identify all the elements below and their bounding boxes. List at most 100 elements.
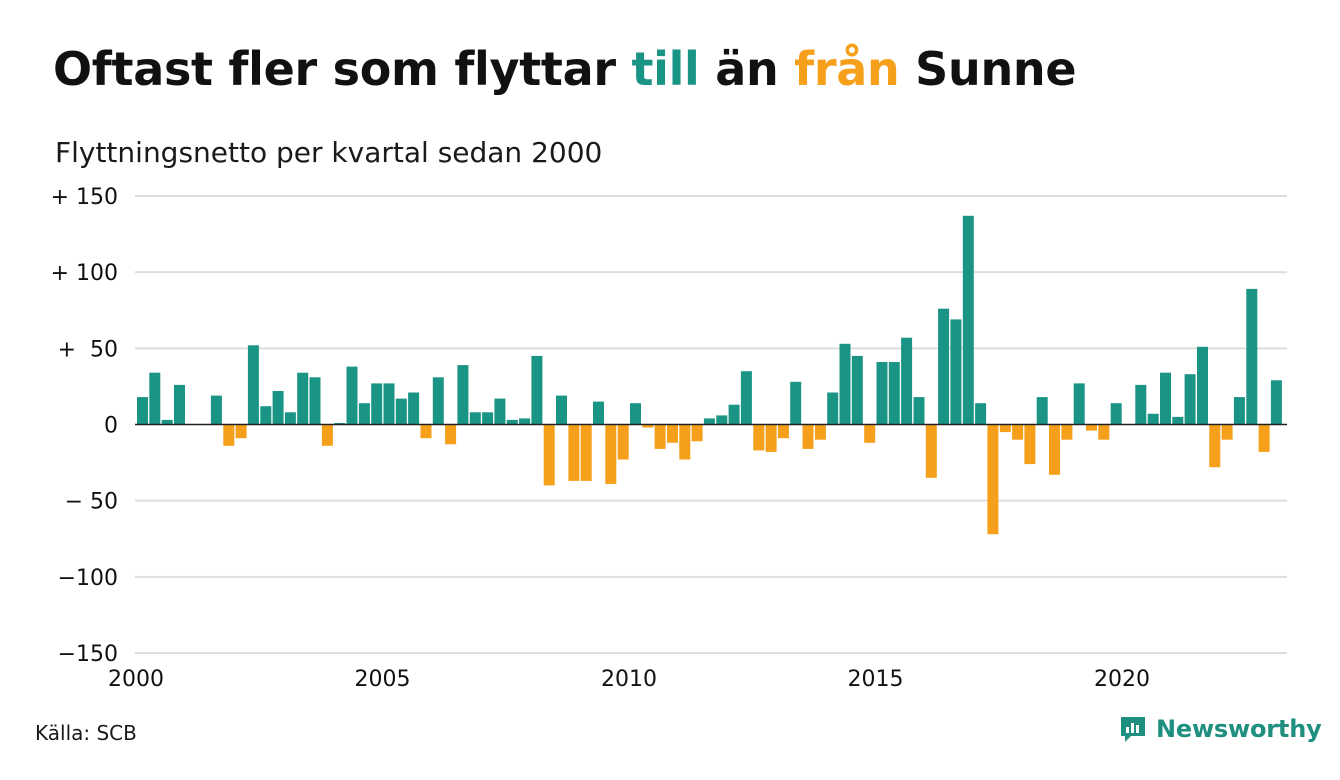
bar [420, 424, 432, 439]
bar [445, 424, 457, 445]
bar [210, 395, 222, 425]
bar [667, 424, 678, 443]
bar [309, 377, 321, 425]
x-tick-label: 2010 [601, 667, 657, 692]
bar [938, 308, 950, 425]
y-tick-label: −150 [58, 642, 118, 667]
bar [1270, 380, 1282, 425]
bar [149, 372, 161, 425]
bar [519, 418, 531, 425]
bar [630, 403, 641, 425]
bar [839, 343, 851, 425]
y-tick-label: + 50 [58, 337, 118, 362]
bar [408, 392, 420, 425]
bar [925, 424, 937, 478]
bar [137, 397, 148, 425]
bar [691, 424, 703, 442]
bar [728, 404, 740, 425]
bar [1172, 416, 1184, 425]
bar [876, 362, 888, 425]
newsworthy-icon [1121, 717, 1145, 742]
bar [790, 381, 802, 425]
bar [913, 397, 925, 425]
bar [161, 419, 173, 425]
bar [975, 403, 987, 425]
chart-subtitle: Flyttningsnetto per kvartal sedan 2000 [55, 136, 603, 169]
bar [1086, 424, 1097, 431]
bar [1036, 397, 1048, 425]
chart-title: Oftast fler som flyttar till än från Sun… [53, 42, 1077, 96]
bar [679, 424, 691, 460]
title-highlight-in: till [631, 42, 700, 96]
bar [247, 345, 259, 425]
newsworthy-logo: Newsworthy [1118, 714, 1322, 744]
bar [1024, 424, 1036, 465]
bar [1098, 424, 1110, 440]
brand-name: Newsworthy [1156, 715, 1322, 743]
bar [740, 371, 752, 425]
bar [457, 365, 469, 425]
bar [556, 395, 567, 425]
source-note: Källa: SCB [35, 721, 137, 745]
x-tick-label: 2020 [1094, 667, 1150, 692]
bar [962, 215, 974, 425]
bar [901, 337, 913, 425]
y-tick-label: 0 [104, 414, 118, 439]
x-tick-label: 2015 [848, 667, 904, 692]
bar [654, 424, 666, 449]
bar [543, 424, 555, 486]
y-axis-ticks: + 150 + 100 + 50 0 − 50 −100 −150 [51, 185, 118, 667]
x-axis-ticks: 2000 2005 2010 2015 2020 [108, 667, 1150, 692]
bar [284, 412, 296, 425]
bar [1221, 424, 1233, 440]
bar [223, 424, 235, 446]
bar [1049, 424, 1060, 475]
grid-lines [135, 195, 1287, 654]
bar [506, 419, 518, 425]
bar [1233, 397, 1245, 425]
y-tick-label: −100 [58, 566, 118, 591]
bar [568, 424, 580, 481]
bar [777, 424, 789, 439]
bar [1258, 424, 1270, 452]
x-tick-label: 2000 [108, 667, 164, 692]
bar [999, 424, 1011, 433]
y-tick-label: + 150 [51, 185, 118, 210]
bar [482, 412, 494, 425]
bar [851, 355, 863, 425]
bar [605, 424, 617, 484]
bar [987, 424, 999, 535]
bar [395, 398, 407, 425]
bar [272, 391, 284, 425]
y-tick-label: + 100 [51, 261, 118, 286]
bar [383, 383, 395, 425]
bar-series [137, 215, 1282, 535]
bar [580, 424, 592, 481]
bar [260, 406, 272, 425]
title-highlight-out: från [794, 42, 900, 96]
bar [1061, 424, 1073, 440]
bar [1110, 403, 1122, 425]
bar [950, 319, 962, 425]
bar [864, 424, 876, 443]
title-part-2: än [699, 42, 795, 96]
bar [1012, 424, 1024, 440]
bar [642, 424, 654, 428]
bar [802, 424, 814, 449]
bar [1160, 372, 1171, 425]
bar [1073, 383, 1085, 425]
bar [765, 424, 777, 452]
bar [753, 424, 765, 451]
bar [1147, 413, 1159, 425]
bar [494, 398, 506, 425]
title-part-3: Sunne [899, 42, 1077, 96]
bar [1135, 384, 1147, 425]
bar [321, 424, 333, 446]
bar [346, 366, 358, 425]
bar [703, 418, 715, 425]
bar [1197, 346, 1208, 425]
bar [827, 392, 839, 425]
bar [716, 415, 728, 425]
bar [358, 403, 370, 425]
